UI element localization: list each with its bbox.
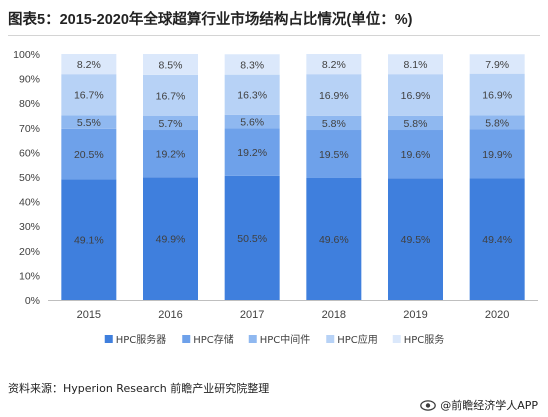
legend-label-5: HPC服务 xyxy=(404,333,445,346)
data-label: 19.2% xyxy=(237,147,267,159)
data-label: 19.2% xyxy=(156,149,186,161)
title-divider xyxy=(8,35,540,36)
data-label: 8.5% xyxy=(159,59,183,71)
data-label: 16.3% xyxy=(237,90,267,102)
data-label: 5.8% xyxy=(322,118,346,130)
legend-swatch-3 xyxy=(248,335,257,343)
y-tick-label: 90% xyxy=(19,74,40,86)
data-label: 5.6% xyxy=(240,117,264,129)
bar-segment-5 xyxy=(469,54,525,74)
data-label: 5.8% xyxy=(485,117,509,129)
x-tick-label: 2018 xyxy=(322,309,346,321)
data-label: 5.7% xyxy=(159,118,183,130)
bar-segment-3 xyxy=(224,114,280,129)
bar-segment-4 xyxy=(61,74,117,116)
data-label: 49.4% xyxy=(482,234,512,246)
data-label: 8.2% xyxy=(322,59,346,71)
legend-label-1: HPC服务器 xyxy=(116,333,167,346)
legend-swatch-1 xyxy=(104,335,113,343)
data-label: 5.8% xyxy=(404,118,428,130)
legend-label-2: HPC存储 xyxy=(193,333,234,346)
legend-swatch-2 xyxy=(182,335,191,343)
legend-label-3: HPC中间件 xyxy=(260,333,311,346)
brand-text: @前瞻经济学人APP xyxy=(440,399,538,412)
x-tick-label: 2020 xyxy=(485,309,509,321)
y-tick-label: 10% xyxy=(19,270,40,282)
data-label: 49.9% xyxy=(156,234,186,246)
y-tick-label: 40% xyxy=(19,197,40,209)
x-tick-label: 2016 xyxy=(158,309,182,321)
data-label: 19.6% xyxy=(401,149,431,161)
data-label: 49.1% xyxy=(74,235,104,247)
y-tick-label: 30% xyxy=(19,221,40,233)
data-label: 16.9% xyxy=(401,90,431,102)
y-tick-label: 60% xyxy=(19,147,40,159)
bar-segment-3 xyxy=(388,115,443,131)
data-label: 8.1% xyxy=(404,59,428,71)
y-tick-label: 100% xyxy=(13,49,40,61)
y-tick-label: 50% xyxy=(19,172,40,184)
data-label: 8.3% xyxy=(240,59,264,71)
y-tick-label: 80% xyxy=(19,98,40,110)
data-label: 16.9% xyxy=(482,89,512,101)
bar-segment-4 xyxy=(143,74,198,116)
data-label: 16.7% xyxy=(74,90,104,102)
data-label: 20.5% xyxy=(74,149,104,161)
bar-segment-1 xyxy=(61,179,117,300)
bar-segment-1 xyxy=(469,178,525,300)
bar-segment-2 xyxy=(469,129,525,179)
data-label: 19.5% xyxy=(319,149,349,161)
x-tick-label: 2019 xyxy=(403,309,427,321)
legend-swatch-4 xyxy=(326,335,335,343)
source-note: 资料来源：Hyperion Research 前瞻产业研究院整理 xyxy=(8,382,270,395)
eye-logo-icon xyxy=(420,399,437,411)
bar-segment-5 xyxy=(388,54,443,75)
bar-segment-5 xyxy=(224,54,280,75)
data-label: 7.9% xyxy=(485,59,509,71)
data-label: 49.5% xyxy=(401,234,431,246)
bar-segment-3 xyxy=(143,115,198,131)
bar-segment-1 xyxy=(388,178,443,300)
x-tick-label: 2017 xyxy=(240,309,264,321)
stacked-bar-chart: 前瞻产业研究院前瞻产业研究院前瞻产业研究院0%10%20%30%40%50%60… xyxy=(13,49,538,346)
bar-segment-1 xyxy=(143,177,198,300)
bar-segment-2 xyxy=(224,128,280,176)
bar-segment-1 xyxy=(306,177,362,300)
data-label: 16.9% xyxy=(319,90,349,102)
data-label: 49.6% xyxy=(319,234,349,246)
y-tick-label: 70% xyxy=(19,123,40,135)
bar-segment-1 xyxy=(224,175,280,300)
bar-segment-3 xyxy=(469,115,525,130)
data-label: 50.5% xyxy=(237,233,267,245)
bar-segment-4 xyxy=(469,73,525,116)
legend-label-4: HPC应用 xyxy=(337,333,378,346)
data-label: 8.2% xyxy=(77,59,101,71)
bar-segment-3 xyxy=(61,115,117,129)
y-tick-label: 0% xyxy=(25,295,40,307)
data-label: 16.7% xyxy=(156,90,186,102)
data-label: 19.9% xyxy=(482,149,512,161)
bar-segment-4 xyxy=(306,74,362,116)
y-tick-label: 20% xyxy=(19,246,40,258)
chart-title: 图表5：2015-2020年全球超算行业市场结构占比情况(单位：%) xyxy=(8,12,413,28)
bar-segment-2 xyxy=(143,130,198,178)
bar-segment-2 xyxy=(388,130,443,179)
bar-segment-5 xyxy=(306,54,362,75)
bar-segment-2 xyxy=(306,130,362,178)
x-tick-label: 2015 xyxy=(77,309,101,321)
bar-segment-5 xyxy=(61,54,117,75)
legend-swatch-5 xyxy=(392,335,401,343)
data-label: 5.5% xyxy=(77,117,101,129)
bar-segment-3 xyxy=(306,115,362,131)
bar-segment-4 xyxy=(224,74,280,115)
bar-segment-2 xyxy=(61,128,117,180)
bar-segment-4 xyxy=(388,74,443,116)
bar-segment-5 xyxy=(143,54,198,75)
brand-mark: @前瞻经济学人APP xyxy=(420,397,538,413)
